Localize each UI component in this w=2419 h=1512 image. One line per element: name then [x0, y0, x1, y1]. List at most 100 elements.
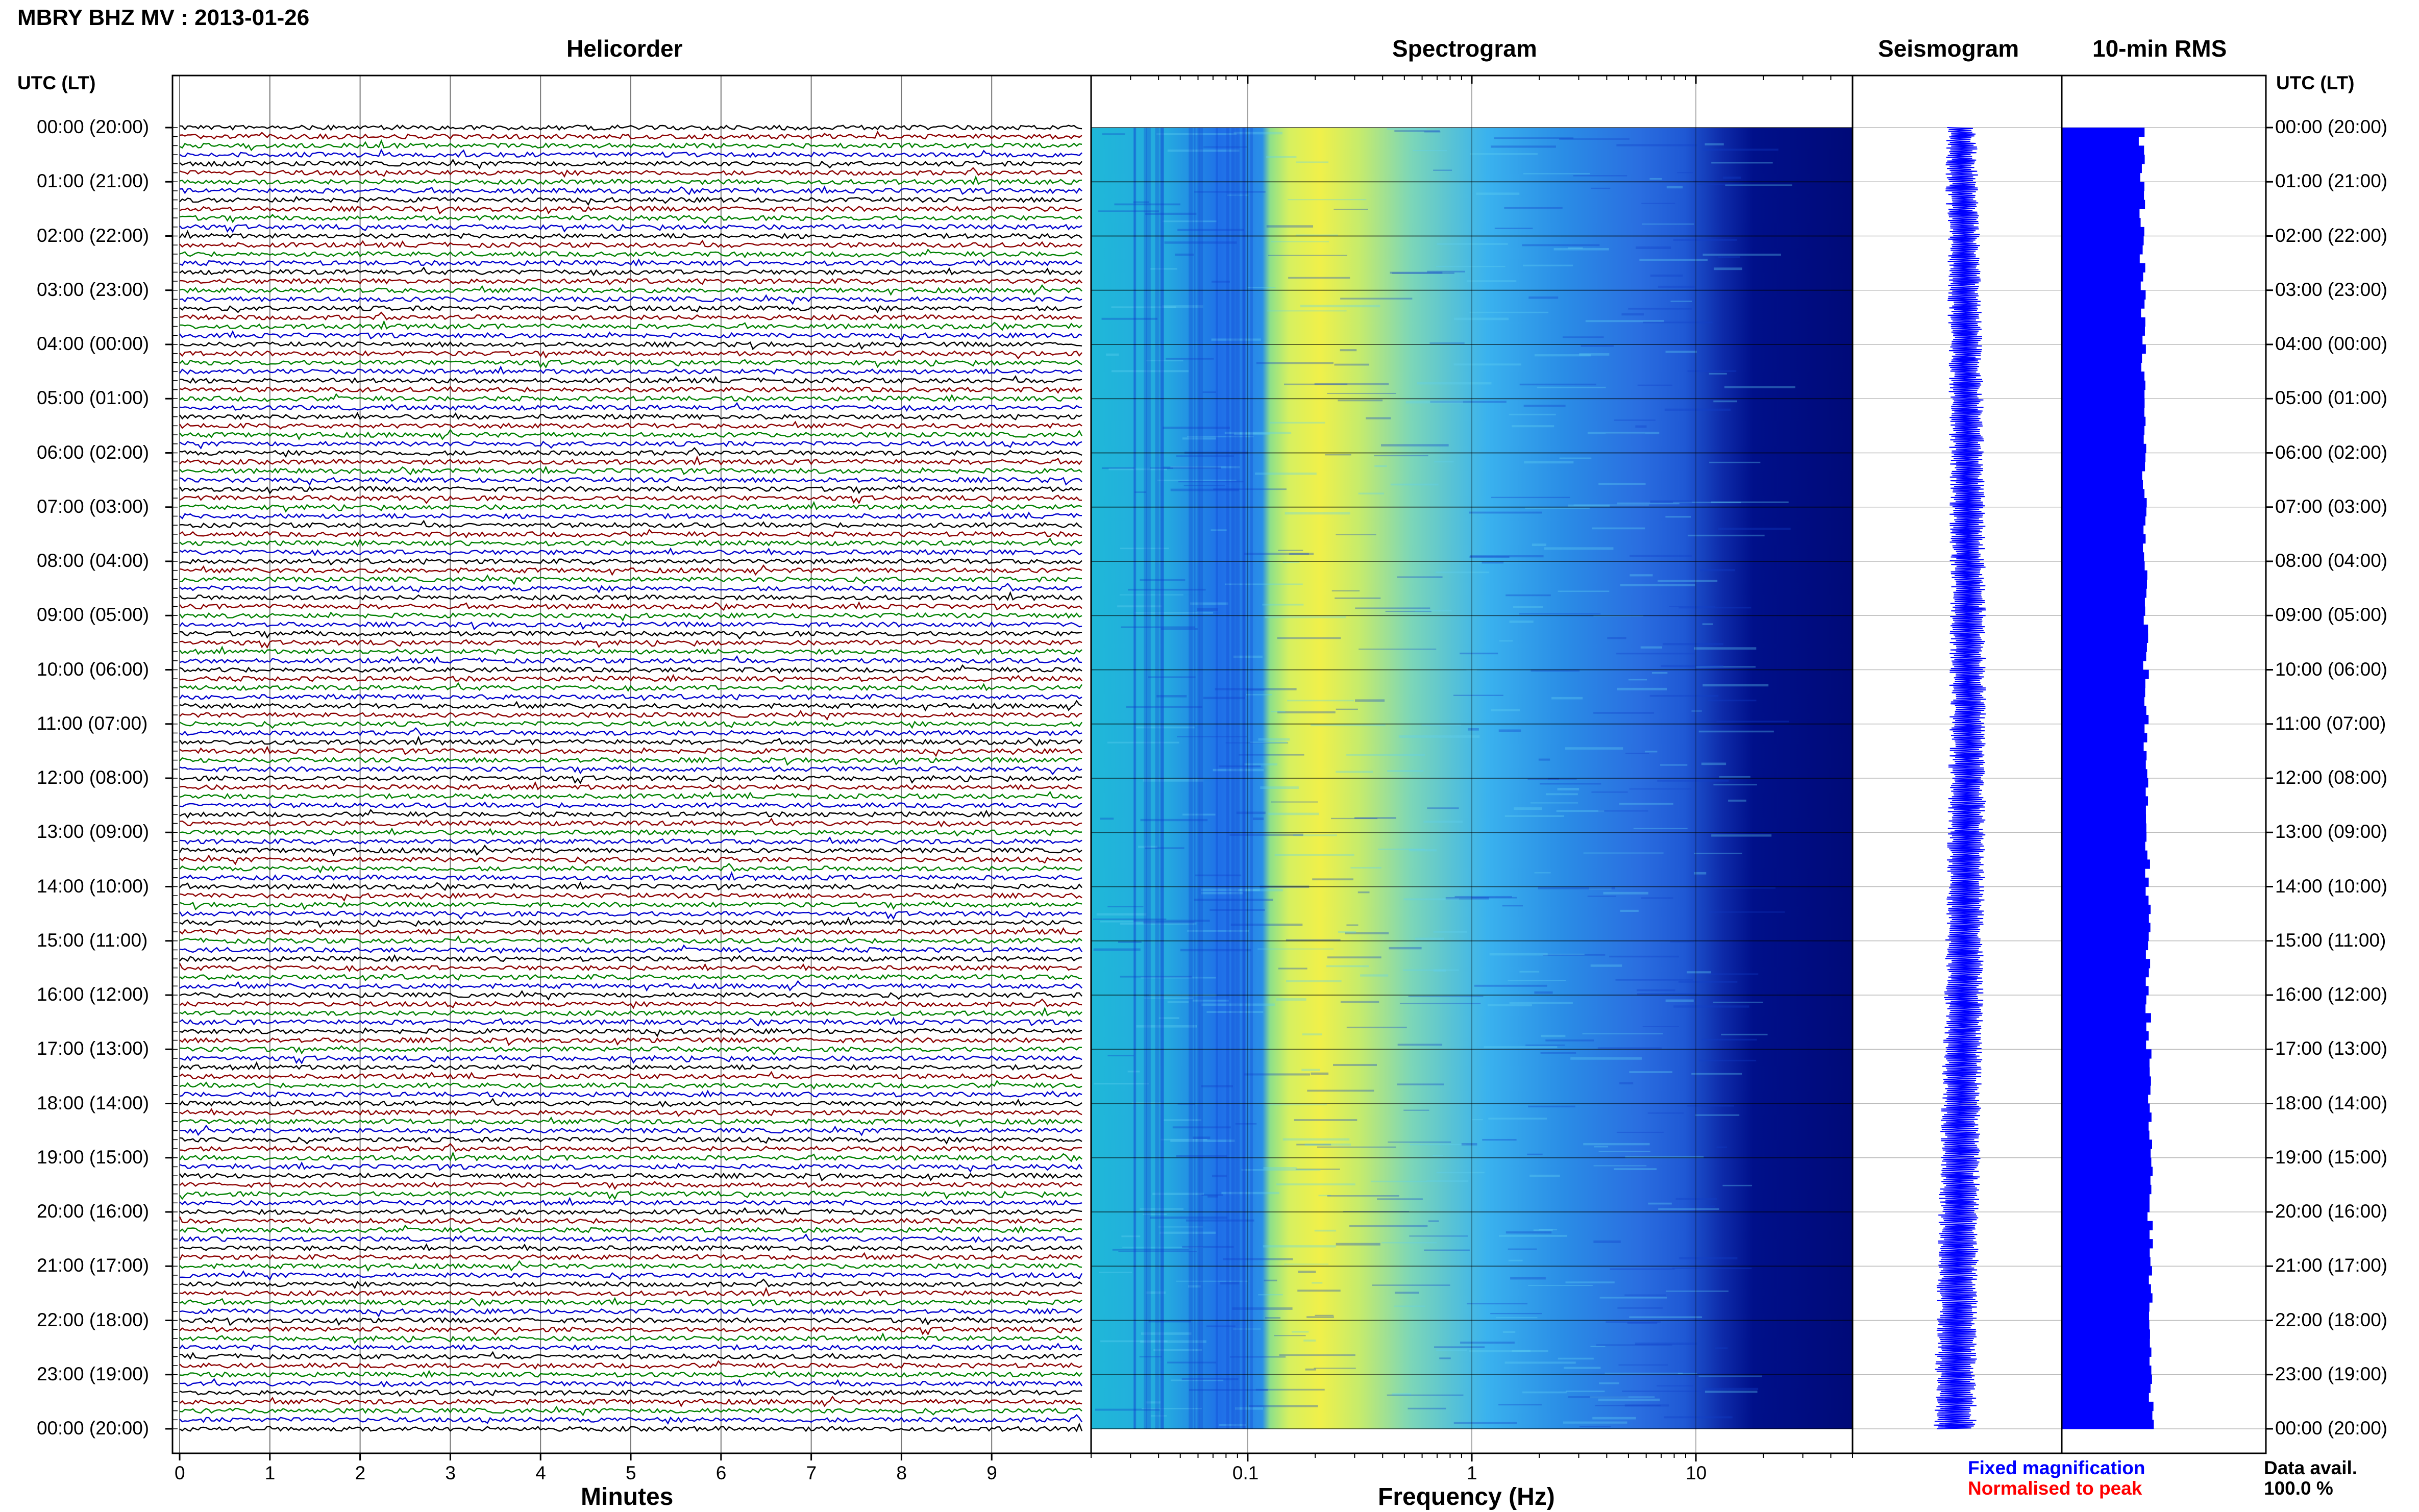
- spectrogram-texture-streak: [1701, 762, 1726, 765]
- spectrogram-texture-streak: [1207, 1195, 1218, 1198]
- hour-label-left: 23:00 (19:00): [37, 1363, 150, 1384]
- spectrogram-texture-streak: [1559, 138, 1630, 140]
- spectrogram-texture-streak: [1136, 1025, 1197, 1028]
- spectrogram-texture-streak: [1618, 1364, 1668, 1366]
- spectrogram-texture-streak: [1314, 383, 1389, 385]
- spectrogram-texture-streak: [1288, 199, 1367, 201]
- spectrogram-texture-streak: [1366, 417, 1391, 419]
- spectrogram-texture-streak: [1149, 268, 1177, 270]
- rms-bar: [2062, 1149, 2151, 1158]
- spectrogram-texture-streak: [1702, 623, 1713, 625]
- helicorder-trace: [179, 440, 1082, 450]
- helicorder-trace: [179, 1151, 1082, 1162]
- rms-bar: [2062, 697, 2144, 706]
- spectrogram-texture-streak: [1268, 812, 1319, 815]
- spectrogram-texture-streak: [1279, 1354, 1355, 1356]
- spectrogram-texture-streak: [1573, 175, 1627, 177]
- rms-bar: [2062, 335, 2143, 345]
- helicorder-trace: [179, 844, 1082, 856]
- spectrogram-texture-streak: [1177, 1103, 1195, 1105]
- spectrogram-texture-streak: [1277, 637, 1341, 639]
- spectrogram-texture-streak: [1498, 729, 1521, 732]
- spectrogram-texture-streak: [1336, 771, 1373, 773]
- spectrogram-texture-streak: [1701, 1038, 1757, 1041]
- spectrogram-texture-streak: [1276, 998, 1306, 1001]
- spectrogram-texture-streak: [1430, 401, 1507, 403]
- hour-label-right: 11:00 (07:00): [2275, 712, 2386, 734]
- spectrogram-texture-streak: [1436, 1172, 1485, 1174]
- spectrogram-texture-streak: [1509, 1002, 1573, 1004]
- helicorder-x-tick-label: 1: [264, 1463, 276, 1483]
- rms-bar: [2062, 570, 2148, 580]
- helicorder-x-tick-label: 2: [355, 1463, 366, 1483]
- spectrogram-texture-streak: [1470, 153, 1538, 155]
- spectrogram-texture-streak: [1229, 1356, 1286, 1358]
- spectrogram-texture-streak: [1592, 1417, 1636, 1420]
- spectrogram-texture-streak: [1713, 784, 1757, 786]
- spectrogram-texture-streak: [1314, 1368, 1356, 1369]
- spectrogram-texture-streak: [1387, 1394, 1464, 1396]
- spectrogram-texture-streak: [1670, 301, 1692, 302]
- spectrogram-texture-streak: [1177, 736, 1247, 737]
- helicorder-trace: [179, 485, 1082, 495]
- helicorder-trace: [179, 330, 1082, 342]
- hour-label-left: 07:00 (03:00): [37, 495, 150, 517]
- spectrogram-texture-streak: [1121, 1235, 1141, 1237]
- hour-label-right: 03:00 (23:00): [2275, 279, 2388, 300]
- spectrogram-texture-streak: [1244, 553, 1314, 555]
- rms-bar: [2062, 344, 2146, 354]
- spectrogram-texture-streak: [1112, 1249, 1189, 1251]
- spectrogram-texture-streak: [1514, 807, 1542, 810]
- helicorder-trace: [179, 808, 1082, 819]
- helicorder-trace: [179, 511, 1082, 519]
- spectrogram-texture-streak: [1265, 1317, 1280, 1319]
- spectrogram-texture-streak: [1106, 353, 1119, 356]
- spectrogram-texture-streak: [1559, 457, 1592, 459]
- spectrogram-texture-streak: [1394, 1292, 1419, 1294]
- spectrogram-texture-streak: [1614, 419, 1656, 421]
- hour-label-left: 14:00 (10:00): [37, 875, 150, 897]
- spectrogram-texture-streak: [1117, 605, 1163, 608]
- spectrogram-texture-streak: [1236, 811, 1266, 814]
- rms-bar: [2062, 1212, 2148, 1222]
- spectrogram-texture-streak: [1193, 1136, 1211, 1139]
- spectrogram-texture-streak: [1694, 872, 1707, 875]
- spectrogram-texture-streak: [1635, 1342, 1697, 1345]
- spectrogram-texture-streak: [1255, 473, 1317, 475]
- spectrogram-texture-streak: [1405, 401, 1464, 404]
- spectrogram-texture-streak: [1167, 1001, 1189, 1003]
- hour-label-right: 19:00 (15:00): [2275, 1146, 2388, 1168]
- spectrogram-texture-streak: [1694, 852, 1742, 854]
- helicorder-trace: [179, 1197, 1082, 1206]
- helicorder-trace: [179, 1260, 1082, 1272]
- spectrogram-texture-streak: [1596, 1344, 1672, 1346]
- spectrogram-texture-streak: [1166, 358, 1214, 360]
- spectrogram-texture-streak: [1597, 1047, 1662, 1050]
- rms-bar: [2062, 624, 2149, 634]
- rms-bar: [2062, 1401, 2154, 1411]
- spectrogram-texture-streak: [1628, 308, 1692, 310]
- rms-bar: [2062, 1085, 2151, 1095]
- helicorder-trace: [179, 365, 1082, 375]
- spectrogram-texture-streak: [1590, 1396, 1655, 1398]
- spectrogram-texture-streak: [1487, 1004, 1532, 1007]
- spectrogram-texture-streak: [1178, 481, 1244, 483]
- spectrogram-texture-streak: [1172, 1126, 1231, 1129]
- hour-label-left: 03:00 (23:00): [37, 279, 150, 300]
- rms-bar: [2062, 606, 2145, 616]
- spectrogram-texture-streak: [1460, 1342, 1515, 1344]
- spectrogram-texture-streak: [1360, 974, 1389, 977]
- spectrogram-texture-streak: [1619, 1082, 1634, 1084]
- spectrogram-texture-streak: [1340, 1001, 1379, 1003]
- spectrogram-texture-streak: [1397, 1044, 1443, 1046]
- rms-bar: [2062, 200, 2145, 209]
- spectrogram-texture-streak: [1476, 192, 1520, 195]
- helicorder-trace: [179, 148, 1082, 158]
- spectrogram-texture-streak: [1268, 255, 1347, 256]
- helicorder-trace: [179, 1045, 1082, 1056]
- spectrogram-texture-streak: [1677, 1373, 1697, 1375]
- spectrogram-texture-streak: [1349, 1225, 1428, 1227]
- hour-label-left: 01:00 (21:00): [37, 170, 150, 192]
- helicorder-trace: [179, 564, 1082, 576]
- spectrogram-texture-streak: [1331, 590, 1360, 591]
